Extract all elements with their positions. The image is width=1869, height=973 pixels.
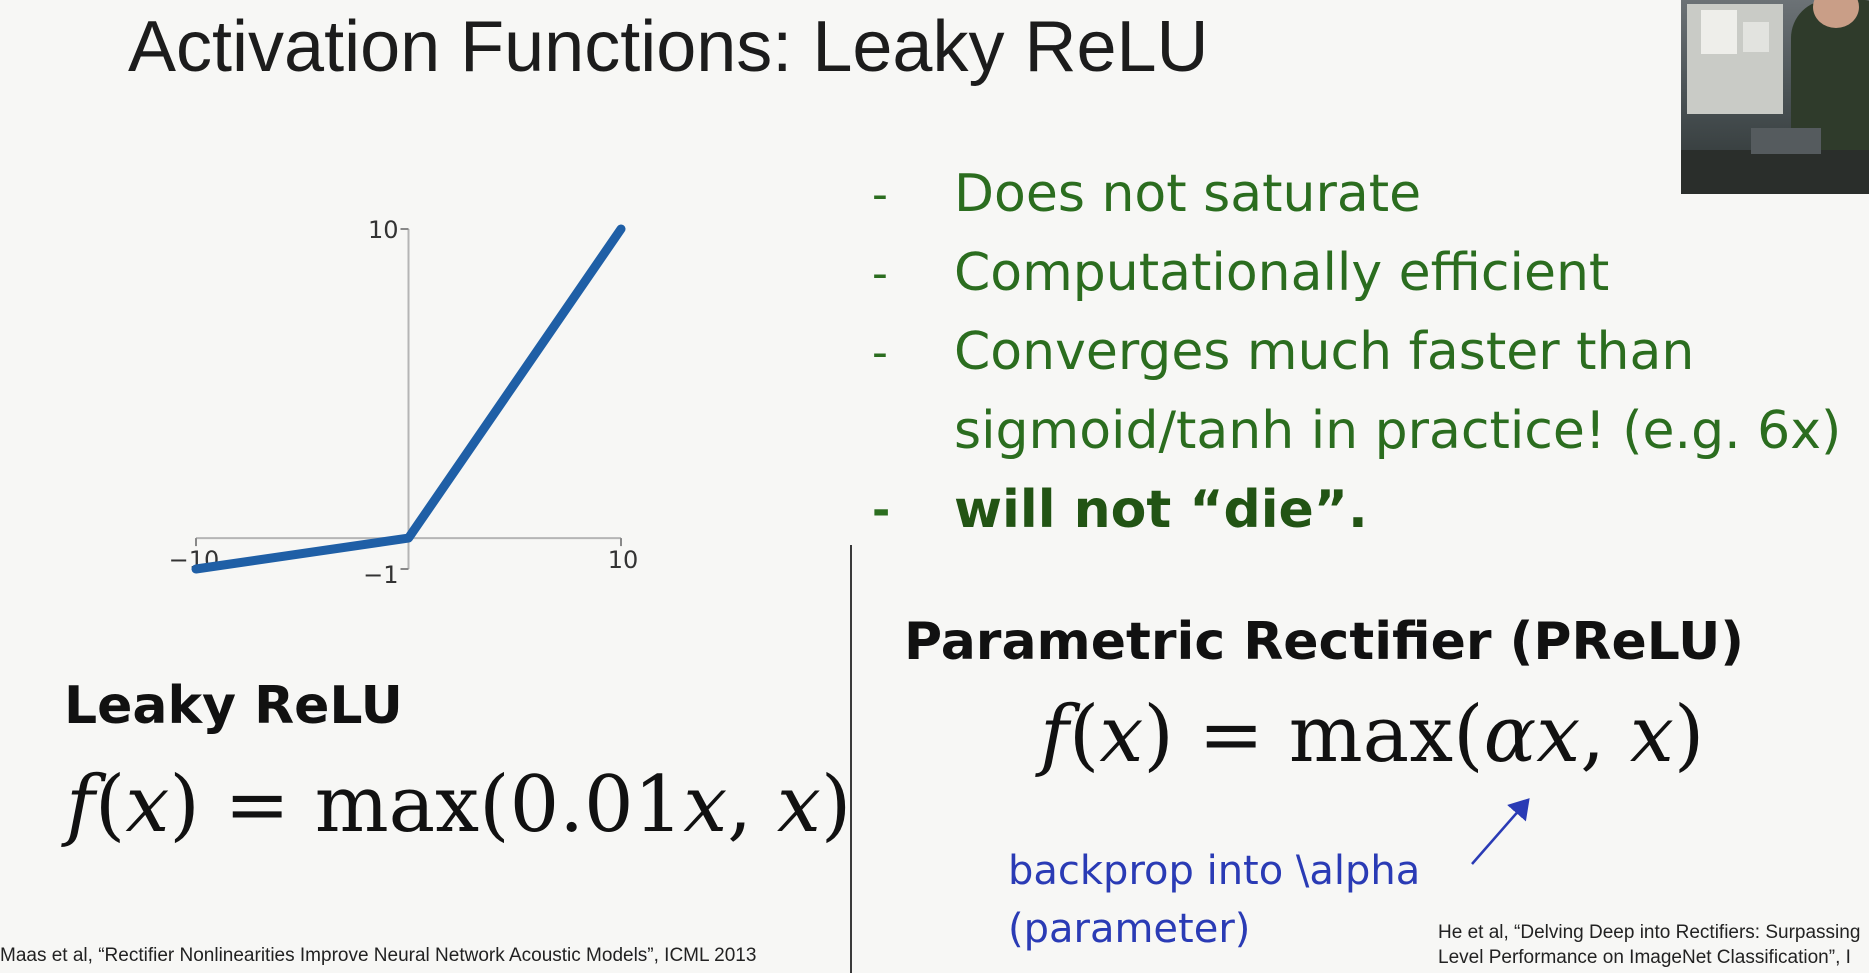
bullet-text: sigmoid/tanh in practice! (e.g. 6x) xyxy=(954,401,1842,461)
formula-paren-close: ) xyxy=(1673,690,1705,780)
formula-paren-open: ( xyxy=(1068,690,1100,780)
bullet-text: will not “die”. xyxy=(954,480,1368,540)
bullet-item: - Computationally efficient xyxy=(868,234,1868,313)
formula-paren-open: ( xyxy=(94,760,126,850)
bullet-text: Converges much faster than xyxy=(954,322,1695,382)
formula-x: x xyxy=(1629,690,1674,780)
bullet-continuation: sigmoid/tanh in practice! (e.g. 6x) xyxy=(868,392,1868,471)
y-tick-label-bottom: −1 xyxy=(363,561,398,589)
leaky-relu-formula: f(x) = max(0.01x, x) xyxy=(66,760,851,850)
formula-paren-close: ) xyxy=(1143,690,1174,780)
bullet-dash: - xyxy=(872,485,891,536)
webcam-desk xyxy=(1681,150,1869,194)
bullet-dash: - xyxy=(872,248,888,299)
y-tick-label-top: 10 xyxy=(368,216,399,244)
bullet-text: Does not saturate xyxy=(954,164,1422,224)
bullet-dash: - xyxy=(872,169,888,220)
bullet-dash: - xyxy=(872,327,888,378)
backprop-note: backprop into \alpha (parameter) xyxy=(1008,842,1420,958)
bullet-text: Computationally efficient xyxy=(954,243,1610,303)
citation-right-line2: Level Performance on ImageNet Classifica… xyxy=(1438,947,1851,968)
formula-x: x xyxy=(776,760,821,850)
formula-alpha-x: αx xyxy=(1483,690,1581,780)
bullet-item: - Converges much faster than xyxy=(868,313,1868,392)
slide-title: Activation Functions: Leaky ReLU xyxy=(128,7,1209,87)
formula-f: f xyxy=(1040,690,1069,780)
formula-x: x xyxy=(125,760,170,850)
column-divider xyxy=(850,545,852,973)
formula-sep: , xyxy=(1580,690,1630,780)
formula-eq-max: = max( xyxy=(1173,690,1484,780)
bullet-item: - Does not saturate xyxy=(868,155,1868,234)
webcam-poster xyxy=(1701,10,1737,54)
prelu-label: Parametric Rectifier (PReLU) xyxy=(904,612,1745,672)
formula-paren-close: ) xyxy=(169,760,200,850)
formula-f: f xyxy=(66,760,95,850)
leaky-relu-series-line xyxy=(191,224,626,574)
webcam-video xyxy=(1681,0,1869,194)
formula-x: x xyxy=(683,760,728,850)
prelu-formula: f(x) = max(αx, x) xyxy=(1040,690,1704,780)
leaky-relu-plot: 10 −1 −10 10 xyxy=(169,216,639,589)
citation-right-line1: He et al, “Delving Deep into Rectifiers:… xyxy=(1438,922,1861,943)
backprop-note-line2: (parameter) xyxy=(1008,906,1251,952)
x-tick-label-right: 10 xyxy=(608,546,639,574)
webcam-laptop xyxy=(1751,128,1821,154)
citation-right: He et al, “Delving Deep into Rectifiers:… xyxy=(1438,920,1860,970)
webcam-poster-small xyxy=(1743,22,1769,52)
backprop-note-line1: backprop into \alpha xyxy=(1008,848,1421,894)
formula-x: x xyxy=(1099,690,1144,780)
arrow-line xyxy=(1471,798,1530,865)
formula-paren-close: ) xyxy=(820,760,852,850)
bullet-item: - will not “die”. xyxy=(868,471,1868,550)
formula-eq-max: = max(0.01 xyxy=(199,760,684,850)
formula-sep: , xyxy=(727,760,777,850)
bullet-list: - Does not saturate - Computationally ef… xyxy=(868,155,1868,550)
citation-left: Maas et al, “Rectifier Nonlinearities Im… xyxy=(0,945,757,966)
leaky-relu-label: Leaky ReLU xyxy=(64,676,403,736)
